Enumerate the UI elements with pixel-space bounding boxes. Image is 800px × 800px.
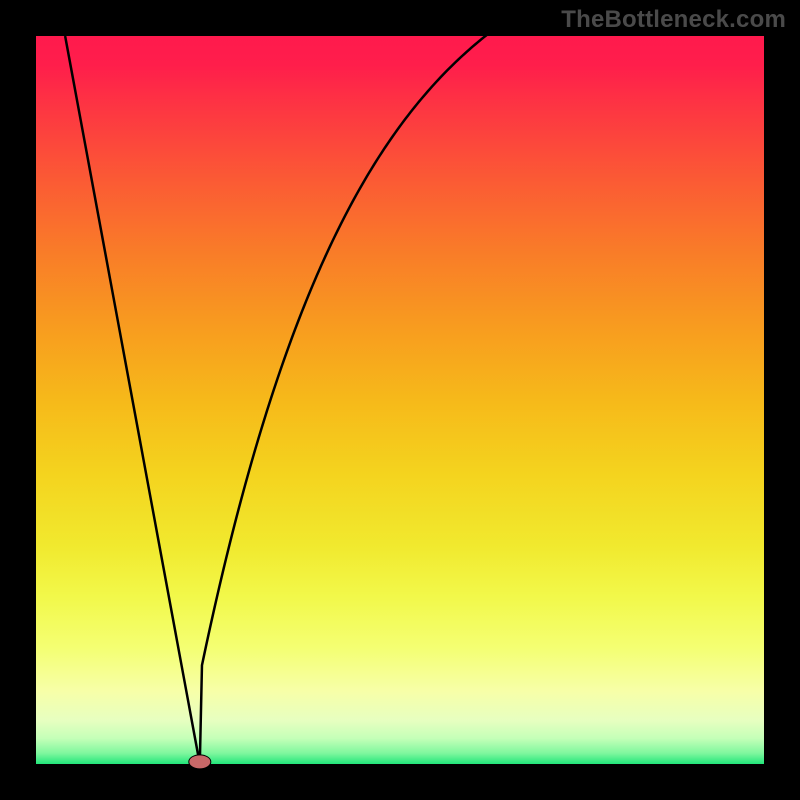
- watermark-text: TheBottleneck.com: [561, 6, 786, 34]
- optimal-point-marker: [189, 755, 211, 769]
- bottleneck-chart: [0, 0, 800, 800]
- chart-container: TheBottleneck.com: [0, 0, 800, 800]
- chart-gradient-background: [36, 36, 764, 764]
